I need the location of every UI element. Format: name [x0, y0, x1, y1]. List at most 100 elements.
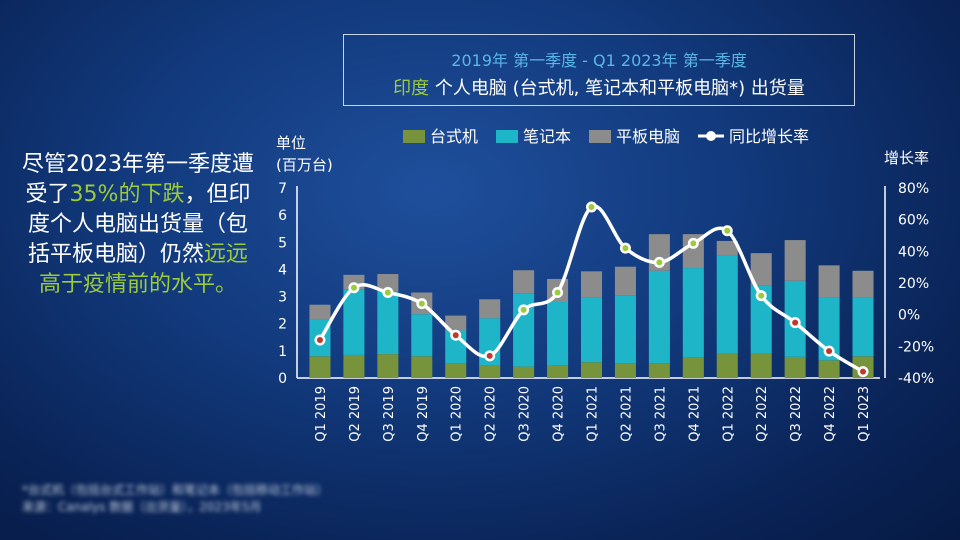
bar-desktop [580, 362, 603, 378]
bar-desktop [784, 356, 806, 378]
x-tick-label: Q1 2019 [314, 386, 329, 442]
y-tick-label-left: 7 [278, 181, 287, 197]
x-tick-label: Q2 2021 [619, 386, 634, 442]
bar-tablet [513, 270, 535, 294]
summary-part-2: ，但印度个人电脑出货量（包括平板电脑）仍然 [27, 182, 251, 267]
growth-rate-point-core [588, 204, 595, 210]
bar-tablet [309, 304, 331, 320]
footnote: *台式机（包括台式工作站）和笔记本（包括移动工作站） 来源：Canalys 数据… [22, 482, 482, 516]
bar-desktop [716, 353, 738, 378]
growth-rate-point-core [860, 368, 867, 375]
bar-desktop [614, 363, 636, 378]
y-tick-label-left: 3 [278, 290, 287, 306]
x-tick-label: Q2 2020 [484, 386, 499, 442]
legend-swatch-tablet [589, 130, 611, 143]
bar-notebook [614, 295, 636, 364]
summary-highlight-far: 远远高于疫情前的水平。 [38, 242, 249, 297]
y-tick-label-right: 80% [898, 181, 929, 197]
x-tick-label: Q4 2019 [416, 386, 431, 442]
bar-tablet [479, 299, 501, 319]
summary-highlight-decline: 35%的下跌 [69, 182, 185, 207]
bar-tablet [580, 271, 603, 298]
y-tick-label-right: -20% [898, 339, 934, 355]
bar-desktop [513, 366, 535, 378]
footnote-source: 来源：Canalys 数据（出货量），2023年5月 [22, 500, 262, 514]
legend-label-growth: 同比增长率 [729, 127, 809, 146]
bar-desktop [479, 365, 501, 378]
y-tick-label-left: 6 [278, 208, 287, 224]
x-tick-label: Q3 2021 [653, 386, 668, 442]
growth-rate-point-core [792, 319, 799, 326]
bar-notebook [580, 297, 603, 363]
growth-rate-point-core [622, 245, 629, 252]
legend-swatch-desktop [403, 130, 425, 143]
chart-title-subject: 个人电脑 (台式机, 笔记本和平板电脑*) 出货量 [429, 78, 805, 99]
bar-notebook [411, 314, 433, 357]
y-axis-title-left-unit: (百万台) [276, 156, 333, 174]
growth-rate-point-core [758, 292, 765, 299]
x-tick-label: Q3 2022 [789, 386, 804, 442]
bar-desktop [343, 354, 365, 378]
x-tick-label: Q1 2023 [857, 386, 872, 442]
bar-desktop [648, 363, 670, 378]
x-tick-label: Q4 2022 [823, 386, 838, 442]
bar-tablet [784, 240, 806, 281]
x-tick-label: Q1 2022 [721, 386, 736, 442]
x-tick-label: Q3 2019 [382, 386, 397, 442]
legend-label-desktop: 台式机 [430, 127, 478, 146]
growth-rate-point-core [350, 284, 357, 291]
bar-notebook [648, 270, 670, 364]
y-tick-label-right: 0% [898, 308, 920, 324]
growth-rate-point-core [690, 240, 697, 247]
bar-notebook [513, 293, 535, 367]
chart-title-main: 印度 个人电脑 (台式机, 笔记本和平板电脑*) 出货量 [344, 74, 854, 100]
x-tick-label: Q4 2020 [552, 386, 567, 442]
y-tick-label-left: 4 [278, 262, 287, 278]
summary-part-1: 尽管2023年第一季度遭受了 [22, 152, 254, 207]
bar-tablet [377, 274, 399, 292]
summary-text: 尽管2023年第一季度遭受了35%的下跌，但印度个人电脑出货量（包括平板电脑）仍… [20, 150, 256, 300]
y-tick-label-right: 60% [898, 213, 929, 229]
legend-label-tablet: 平板电脑 [616, 127, 680, 146]
growth-rate-point-core [724, 227, 731, 234]
x-tick-label: Q1 2021 [586, 386, 601, 442]
bar-tablet [445, 315, 467, 331]
bar-desktop [445, 363, 467, 378]
growth-rate-point-core [384, 289, 391, 296]
chart-title-box: 2019年 第一季度 - Q1 2023年 第一季度 印度 个人电脑 (台式机,… [343, 34, 855, 106]
y-tick-label-right: 40% [898, 244, 929, 260]
y-tick-label-right: 20% [898, 276, 929, 292]
footnote-definition: *台式机（包括台式工作站）和笔记本（包括移动工作站） [22, 483, 329, 497]
bar-notebook [547, 302, 569, 366]
bar-notebook [682, 268, 704, 358]
bar-desktop [309, 356, 331, 378]
legend-line-marker [706, 131, 716, 141]
x-tick-label: Q4 2021 [687, 386, 702, 442]
bar-notebook [818, 297, 840, 361]
y-axis-title-left: 单位 [276, 134, 306, 152]
bar-tablet [750, 253, 772, 286]
x-tick-label: Q3 2020 [518, 386, 533, 442]
y-axis-title-right: 增长率 [884, 149, 929, 167]
bar-desktop [411, 356, 433, 378]
bar-tablet [614, 266, 636, 296]
bar-tablet [716, 240, 738, 256]
legend-swatch-notebook [496, 130, 518, 143]
growth-rate-point-core [826, 348, 833, 355]
growth-rate-point-core [418, 300, 425, 307]
growth-rate-point-core [520, 306, 527, 313]
y-tick-label-left: 1 [278, 344, 287, 360]
bar-desktop [750, 353, 772, 378]
bar-tablet [852, 270, 874, 298]
x-tick-label: Q1 2020 [450, 386, 465, 442]
y-tick-label-left: 0 [278, 371, 287, 387]
chart-title-period: 2019年 第一季度 - Q1 2023年 第一季度 [451, 51, 747, 70]
bar-notebook [852, 297, 874, 357]
growth-rate-point-core [452, 332, 459, 339]
bar-desktop [682, 357, 704, 378]
bar-desktop [818, 360, 840, 378]
chart-title-country: 印度 [393, 78, 430, 99]
growth-rate-point-core [316, 337, 323, 343]
growth-rate-point-core [554, 289, 561, 296]
